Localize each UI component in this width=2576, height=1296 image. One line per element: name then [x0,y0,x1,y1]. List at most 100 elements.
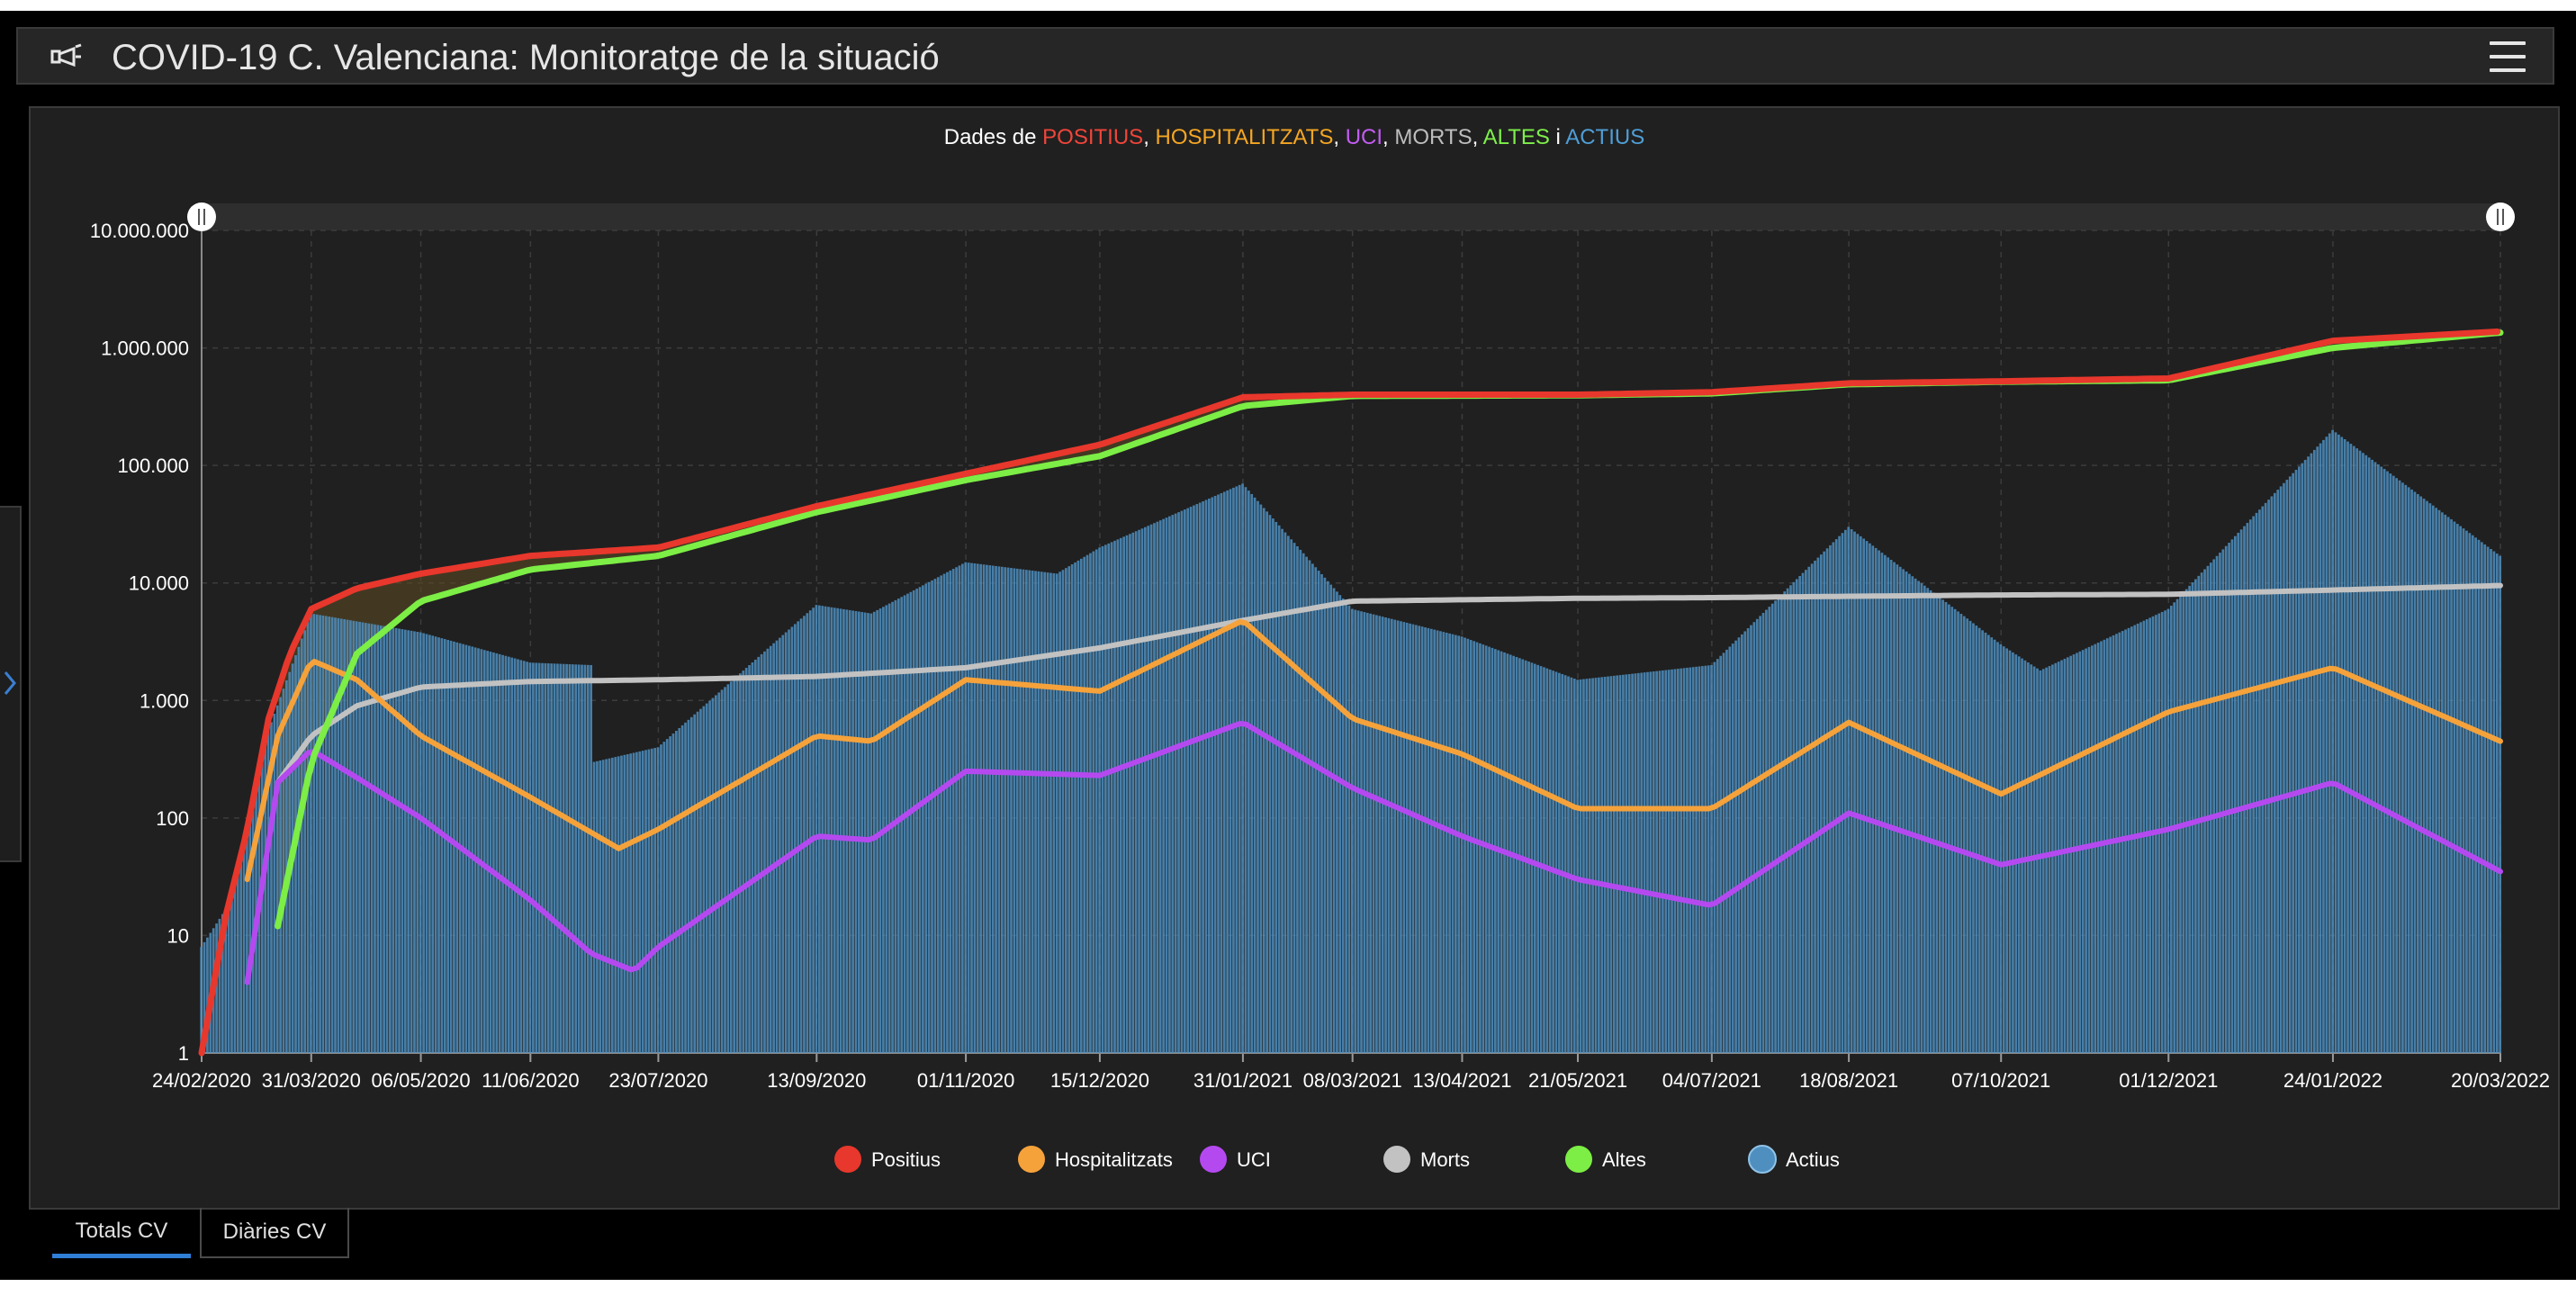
actius-bar [1158,520,1162,1053]
actius-bar [1058,572,1061,1053]
actius-bar [1464,637,1466,1053]
x-tick-label: 08/03/2021 [1303,1069,1402,1092]
actius-bar [1646,671,1649,1053]
legend-label-hospitalitzats[interactable]: Hospitalitzats [1055,1148,1173,1171]
actius-bar [1222,491,1226,1053]
tab-totals-cv[interactable]: Totals CV [52,1208,191,1258]
actius-bar [1554,671,1558,1053]
actius-bar [1402,622,1406,1053]
actius-bar [2270,496,2274,1053]
actius-bar [1189,507,1193,1053]
actius-bar [2407,487,2410,1053]
actius-bar [876,609,878,1053]
actius-bar [565,663,568,1053]
actius-bar [1798,576,1801,1053]
actius-bar [1393,619,1397,1053]
actius-bar [912,590,915,1053]
actius-bar [1944,601,1948,1053]
legend-label-altes[interactable]: Altes [1602,1148,1646,1171]
actius-bar [2310,453,2313,1054]
legend-marker-altes[interactable] [1565,1146,1592,1173]
actius-bar [437,637,440,1053]
actius-bar [482,650,486,1053]
legend-label-actius[interactable]: Actius [1786,1148,1840,1171]
legend-marker-actius[interactable] [1748,1145,1777,1174]
hamburger-menu-icon[interactable] [2490,41,2526,74]
actius-bar [596,760,599,1053]
actius-bar [2072,654,2076,1053]
actius-bar [1226,490,1229,1053]
actius-bar [766,648,770,1053]
legend-label-morts[interactable]: Morts [1420,1148,1470,1171]
actius-bar [1662,670,1664,1053]
actius-bar [1000,566,1004,1053]
actius-bar [321,615,325,1053]
sidebar-expand-handle[interactable] [0,506,22,862]
actius-bar [1293,543,1296,1053]
actius-bar [1548,669,1552,1053]
actius-bar [1396,620,1400,1053]
actius-bar [924,583,928,1053]
actius-bar [2039,670,2042,1053]
legend-marker-uci[interactable] [1200,1146,1227,1173]
actius-bar [781,634,785,1053]
actius-bar [650,748,653,1053]
actius-bar [949,570,952,1053]
actius-bar [2087,646,2091,1053]
zoom-handle-right[interactable] [2486,202,2515,231]
actius-bar [1777,597,1780,1053]
actius-bar [2255,512,2258,1053]
actius-bar [772,643,775,1053]
actius-bar [702,706,706,1053]
actius-bar [1816,557,1820,1053]
legend-marker-morts[interactable] [1383,1146,1410,1173]
actius-bar [1740,634,1743,1053]
legend-marker-positius[interactable] [834,1146,861,1173]
actius-bar [696,711,699,1053]
actius-bar [1354,609,1357,1053]
legend-marker-hospitalitzats[interactable] [1018,1146,1045,1173]
actius-bar [1576,680,1580,1053]
actius-bar [2481,542,2483,1053]
actius-bar [1869,543,1871,1053]
actius-bar [1993,639,1996,1053]
actius-bar [1156,521,1159,1053]
actius-bar [1567,676,1570,1053]
actius-bar [1094,549,1098,1053]
zoom-handle-left[interactable] [187,202,216,231]
actius-bar [2206,565,2210,1053]
actius-bar [266,730,270,1053]
actius-bar [1634,673,1637,1053]
actius-bar [2002,646,2005,1053]
actius-bar [1418,626,1421,1053]
actius-bar [2395,478,2399,1053]
legend-label-uci[interactable]: UCI [1237,1148,1271,1171]
actius-bar [200,947,203,1053]
actius-bar [236,869,239,1053]
actius-bar [374,624,376,1053]
actius-bar [1810,563,1814,1053]
actius-bar [1545,668,1549,1053]
actius-bar [620,755,623,1053]
actius-bar [517,659,519,1053]
actius-bar [1579,679,1582,1053]
actius-bar [2264,502,2267,1053]
x-tick-label: 13/04/2021 [1412,1069,1511,1092]
actius-bar [248,808,252,1053]
actius-bar [1834,539,1838,1053]
actius-bar [958,565,961,1053]
actius-bar [1905,572,1908,1053]
x-tick-label: 31/03/2020 [262,1069,361,1092]
actius-bar [2435,508,2437,1053]
legend-label-positius[interactable]: Positius [871,1148,941,1171]
actius-bar [1272,518,1274,1053]
actius-bar [763,651,766,1053]
actius-bar [1807,566,1811,1053]
actius-bar [997,566,1001,1053]
actius-bar [1862,538,1866,1053]
tab-diaries-cv[interactable]: Diàries CV [200,1208,349,1258]
actius-bar [1640,672,1644,1053]
actius-bar [894,599,897,1053]
actius-bar [1031,571,1034,1053]
actius-bar [1719,655,1723,1053]
